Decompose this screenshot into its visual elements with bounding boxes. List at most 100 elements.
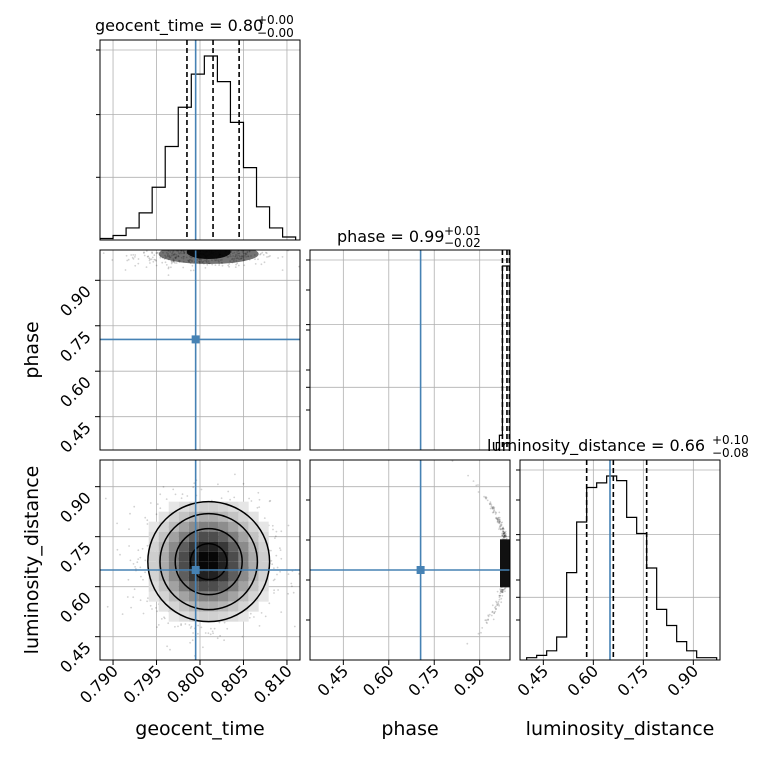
sample-point: [503, 531, 506, 534]
xtick-label-phase-1: 0.60: [359, 661, 398, 700]
sample-point: [150, 247, 152, 249]
density-cell: [198, 501, 209, 512]
diag-panel-geocent_time: [96, 39, 301, 241]
sample-point: [200, 488, 203, 491]
sample-point: [489, 502, 492, 505]
sample-point: [93, 556, 95, 558]
sample-point: [137, 258, 140, 260]
sample-point: [275, 243, 277, 245]
sample-point: [263, 517, 266, 519]
sample-point: [155, 252, 158, 254]
sample-point: [498, 521, 501, 524]
sample-point: [280, 557, 283, 560]
sample-point: [494, 513, 497, 515]
density-cell: [198, 591, 209, 602]
density-cell: [158, 591, 169, 602]
sample-point: [293, 625, 296, 628]
density-cell: [208, 551, 219, 562]
sample-point: [268, 500, 271, 503]
density-cell: [208, 521, 219, 532]
sample-point: [126, 596, 129, 598]
sample-point: [211, 246, 213, 248]
sample-point: [129, 559, 132, 562]
density-cell: [168, 601, 179, 612]
density-cell: [208, 581, 219, 592]
sample-point: [500, 590, 502, 593]
sample-point: [141, 547, 144, 550]
sample-point: [258, 506, 261, 508]
sample-point: [176, 243, 178, 245]
sample-point: [279, 570, 281, 573]
sample-point: [238, 246, 240, 248]
sample-point: [281, 256, 284, 258]
sample-point: [502, 589, 505, 591]
sample-point: [242, 242, 244, 244]
sample-point: [485, 497, 487, 500]
density-cell: [198, 601, 209, 612]
sample-point: [191, 241, 193, 243]
sample-point: [276, 566, 279, 569]
xtick-label-luminosity_distance-3: 0.90: [664, 661, 703, 700]
sample-point: [227, 490, 230, 493]
density-cell: [238, 511, 249, 522]
sample-point: [499, 594, 502, 597]
ytick-label-phase-2: 0.75: [56, 327, 95, 366]
sample-point: [204, 246, 206, 248]
sample-point: [134, 256, 136, 258]
sample-point: [144, 559, 147, 562]
sample-point: [279, 547, 281, 550]
sample-point: [501, 529, 504, 531]
sample-point: [159, 256, 162, 259]
density-cell: [168, 561, 179, 572]
panel-frame-00: [99, 39, 301, 241]
sample-point: [196, 241, 198, 243]
sample-point: [496, 604, 498, 606]
sample-point: [165, 264, 168, 266]
density-cell: [198, 551, 209, 562]
sample-point: [505, 535, 507, 538]
sample-point: [218, 264, 221, 266]
sample-point: [499, 588, 502, 590]
density-cell: [228, 601, 239, 612]
sample-point: [155, 513, 158, 516]
sample-point: [211, 247, 213, 249]
sample-point: [477, 632, 480, 635]
sample-point: [261, 251, 264, 254]
sample-point: [280, 611, 283, 613]
sample-point: [494, 605, 497, 608]
sample-point: [150, 245, 152, 247]
ytick-label-luminosity_distance-0: 0.45: [56, 638, 95, 677]
density-cell: [228, 531, 239, 542]
sample-point: [206, 263, 209, 266]
sample-point: [192, 632, 195, 634]
sample-point: [166, 645, 169, 648]
density-cell: [198, 611, 209, 622]
sample-point: [208, 245, 210, 247]
sample-point: [197, 632, 199, 635]
sample-point: [484, 619, 487, 622]
ytick-label-phase-1: 0.60: [56, 373, 95, 412]
truth-marker: [416, 566, 425, 574]
sample-point: [498, 526, 501, 529]
sample-point: [512, 548, 514, 550]
sample-point: [190, 245, 192, 247]
density-cell: [248, 551, 259, 562]
sample-point: [501, 521, 504, 524]
density-cell: [158, 551, 169, 562]
sample-point: [277, 589, 279, 591]
sample-point: [494, 511, 497, 513]
sample-point: [477, 484, 479, 486]
density-cell: [188, 551, 199, 562]
sample-point: [137, 549, 140, 552]
sample-point: [140, 575, 142, 578]
sample-point: [182, 266, 185, 269]
joint-panel-geocent_time-phase: [99, 241, 301, 451]
density-cell: [178, 541, 189, 552]
density-cell: [168, 591, 179, 602]
sample-point: [147, 597, 149, 600]
density-cell: [228, 561, 239, 572]
sample-point: [503, 531, 506, 534]
density-cell: [158, 571, 169, 582]
density-cell: [248, 601, 259, 612]
sample-point: [184, 245, 186, 247]
